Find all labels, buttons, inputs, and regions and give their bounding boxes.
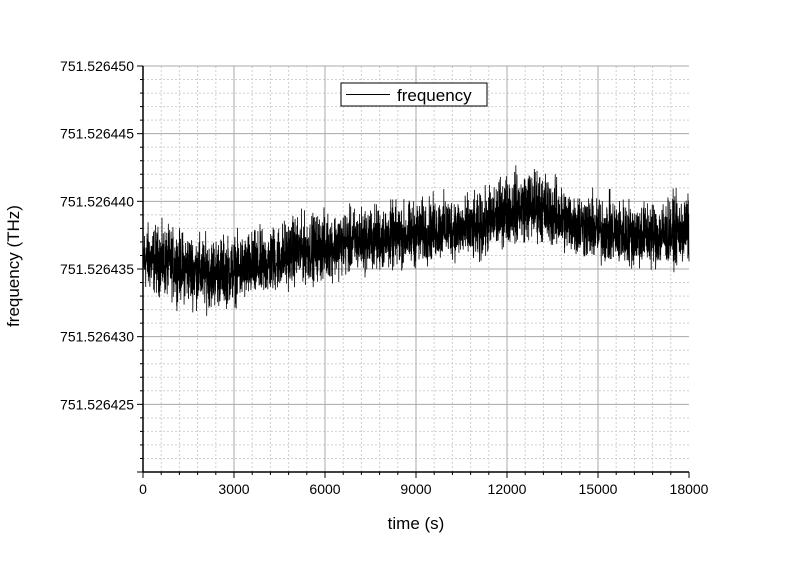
major-grid bbox=[143, 65, 689, 472]
x-tick-label: 6000 bbox=[309, 481, 340, 497]
series-layer bbox=[142, 165, 690, 316]
x-tick-label: 0 bbox=[139, 481, 147, 497]
x-tick-label: 18000 bbox=[670, 481, 709, 497]
y-tick-label: 751.526440 bbox=[60, 193, 134, 209]
legend-box bbox=[340, 82, 488, 107]
y-axis-title: frequency (THz) bbox=[4, 205, 23, 327]
y-tick-label: 751.526450 bbox=[60, 58, 134, 74]
y-tick-label: 751.526430 bbox=[60, 329, 134, 345]
legend-label-frequency: frequency bbox=[397, 86, 472, 105]
x-tick-label: 12000 bbox=[488, 481, 527, 497]
x-tick-label: 3000 bbox=[218, 481, 249, 497]
y-tick-label: 751.526445 bbox=[60, 126, 134, 142]
y-tick-label: 751.526425 bbox=[60, 396, 134, 412]
y-tick-label: 751.526435 bbox=[60, 261, 134, 277]
x-tick-label: 15000 bbox=[579, 481, 618, 497]
series-line-frequency bbox=[142, 165, 690, 316]
x-axis-title: time (s) bbox=[388, 514, 445, 533]
tick-layer: 0 3000 6000 9000 12000 15000 18000 751.526425 75… bbox=[60, 58, 709, 497]
x-tick-label: 9000 bbox=[400, 481, 431, 497]
legend: frequency bbox=[340, 82, 488, 107]
